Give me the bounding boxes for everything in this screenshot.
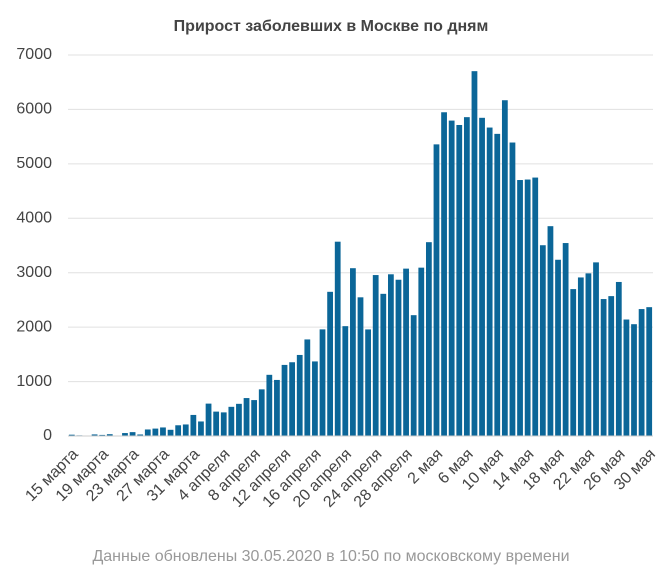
bar [570,289,577,436]
bar [547,226,554,436]
bar [410,315,417,436]
bar [501,100,508,437]
bar [137,434,144,436]
footnote: Данные обновлены 30.05.2020 в 10:50 по м… [92,548,569,565]
bar [182,424,189,436]
bar [342,326,349,436]
bar [517,180,523,436]
bar [463,117,470,437]
bar [99,434,106,436]
bar [395,279,402,436]
bar [433,144,440,437]
bar [205,403,212,436]
bar [167,429,174,436]
bar [631,324,637,436]
bar [258,389,265,436]
bar [471,71,478,436]
bar [281,364,288,436]
bar [198,421,204,436]
bar [228,406,235,436]
bar [266,374,273,436]
bar [160,427,166,436]
bar [486,127,493,436]
bar [334,241,341,436]
bar [327,291,333,436]
y-tick-label: 0 [43,427,52,444]
bar [494,133,501,436]
bar [243,398,250,436]
bar [274,379,280,436]
bar [91,434,98,436]
bar [562,243,569,436]
bar [524,179,531,436]
bar [532,177,539,437]
bar [236,403,242,436]
bar [608,296,615,436]
bar [372,275,379,436]
bar [448,120,455,436]
bar [350,268,356,436]
bar [646,307,653,436]
bar [175,425,182,436]
bar [312,361,318,436]
bar [220,412,227,436]
bar [122,433,128,436]
bar [479,117,485,436]
bar [304,339,311,436]
y-tick-label: 1000 [16,373,52,390]
bar [456,124,463,436]
bar [441,112,447,437]
bar [555,259,561,436]
y-tick-label: 3000 [16,264,52,281]
bar [68,434,75,436]
y-tick-label: 4000 [16,210,52,227]
bar [425,242,432,436]
bar [106,434,113,436]
y-tick-label: 6000 [16,101,52,118]
bar [129,432,136,436]
bar [509,142,516,436]
bar [593,262,599,436]
bar [600,299,607,436]
bar [388,274,394,436]
bar [403,268,409,436]
bar [319,329,326,436]
bar [615,281,622,436]
bar [418,267,425,436]
chart-title: Прирост заболевших в Москве по дням [174,18,489,35]
bar [152,428,159,436]
bar [289,362,296,436]
bar [585,273,592,436]
bar [144,429,151,436]
bar [638,309,645,436]
bar [251,400,258,436]
y-tick-label: 2000 [16,318,52,335]
y-tick-label: 5000 [16,155,52,172]
bar [296,354,303,436]
bar [357,297,364,436]
y-tick-label: 7000 [16,46,52,63]
bar [623,319,630,436]
bar [190,414,197,436]
bar [365,329,371,436]
bar [213,411,220,436]
bar [380,293,387,436]
bar [577,277,584,436]
bar [539,245,546,436]
